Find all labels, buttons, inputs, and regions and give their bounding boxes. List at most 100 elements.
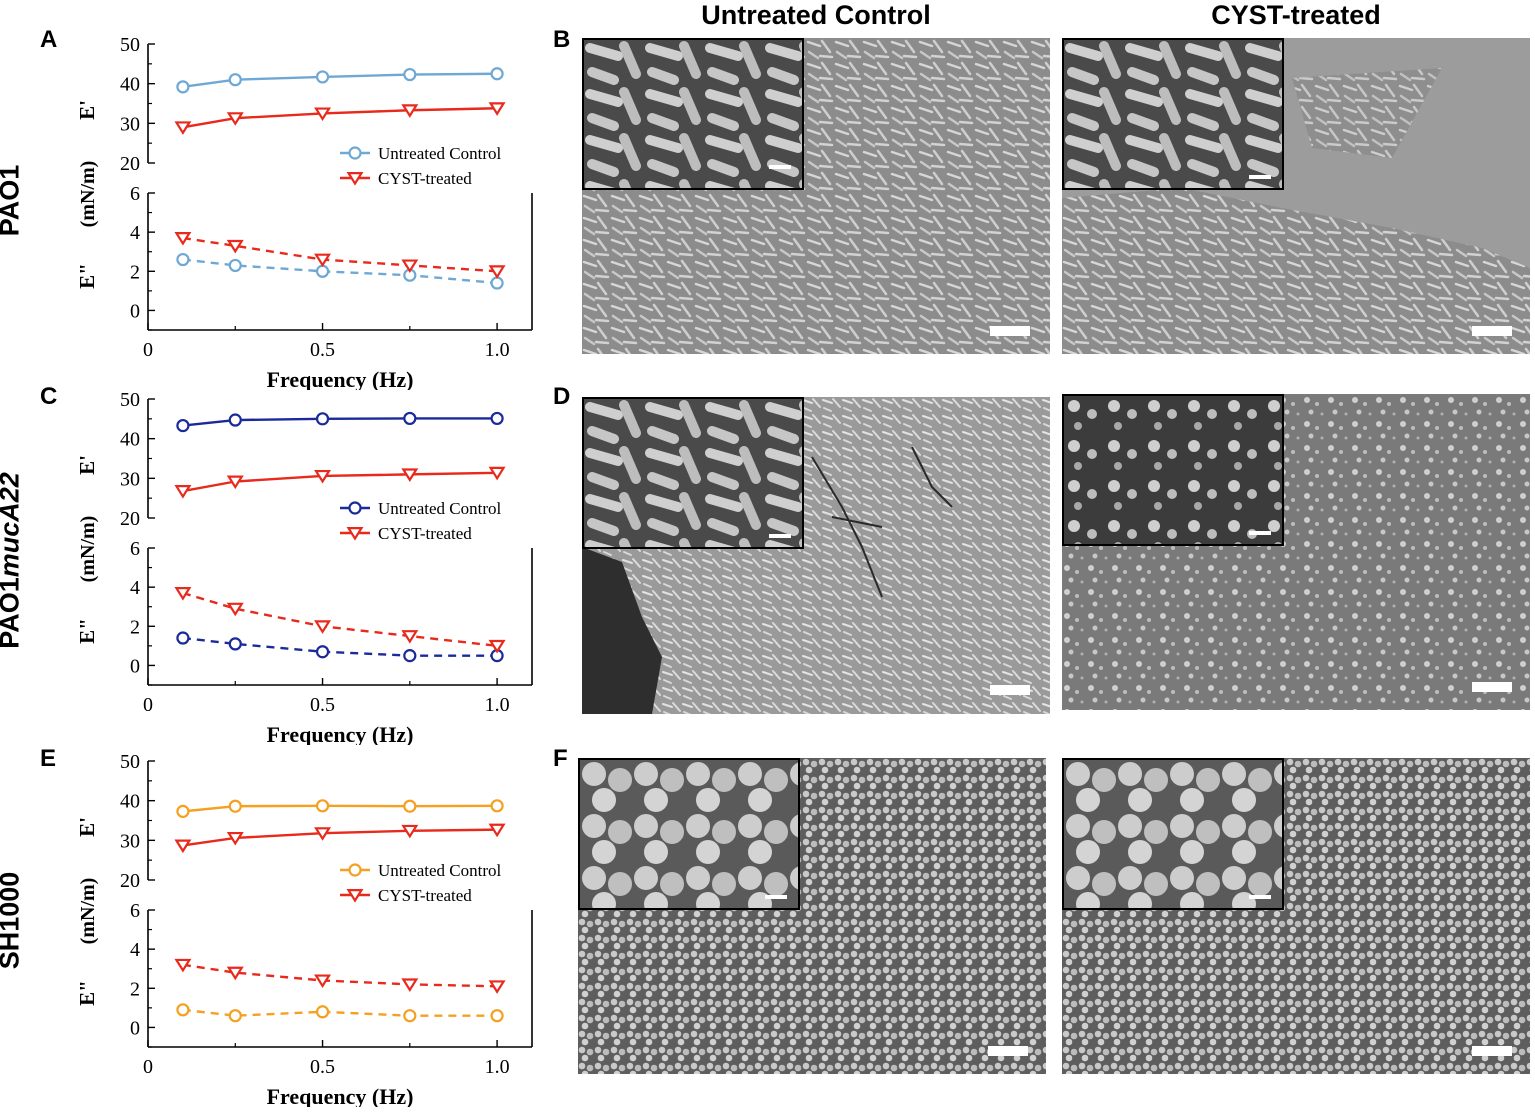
data-point <box>401 468 419 482</box>
scale-bar <box>1472 1046 1512 1056</box>
data-point <box>314 253 332 268</box>
chart-panel-a: 20 30 40 50 0 2 4 6 0 0.5 1.0 Frequency (Hz) E' (mN/m… <box>75 34 533 390</box>
data-point <box>403 67 417 82</box>
micrograph-inset <box>1062 394 1284 546</box>
data-point <box>488 265 506 279</box>
data-point <box>490 1009 504 1023</box>
data-point <box>488 102 506 116</box>
x-axis-label: Frequency (Hz) <box>267 722 414 745</box>
y-axis-label-upper: E' <box>75 817 99 837</box>
micrograph-inset <box>1062 38 1284 190</box>
data-point <box>174 958 192 973</box>
panel-letter-e: E <box>40 745 57 772</box>
data-point <box>228 73 242 87</box>
y-tick-label: 6 <box>130 538 140 560</box>
micrograph-b-untreated <box>582 38 1050 354</box>
x-tick-label: 1.0 <box>485 694 510 716</box>
y-tick-label: 50 <box>120 34 140 56</box>
row-label-pao1: PAO1 <box>0 164 25 237</box>
row-label-pao1-muca22: PAO1mucA22 <box>0 472 25 649</box>
data-point <box>174 587 192 601</box>
data-point <box>174 232 192 246</box>
data-point <box>488 980 506 994</box>
y-tick-label: 4 <box>130 222 140 244</box>
legend-marker <box>346 172 364 186</box>
legend-label: Untreated Control <box>378 861 501 880</box>
column-header-untreated: Untreated Control <box>701 0 931 30</box>
legend-marker <box>348 146 362 160</box>
series-line <box>182 107 498 129</box>
inset-scale-bar <box>1249 895 1271 899</box>
y-axis-label-upper: E' <box>75 100 99 120</box>
inset-scale-bar <box>1249 175 1271 179</box>
x-axis-label: Frequency (Hz) <box>267 1084 414 1107</box>
y-tick-label: 20 <box>120 153 140 175</box>
series-line <box>182 591 498 648</box>
data-point <box>176 804 190 818</box>
data-point <box>315 70 330 84</box>
data-point <box>228 258 242 273</box>
legend-marker <box>348 501 362 515</box>
legend-marker <box>348 863 362 877</box>
data-point <box>315 264 330 278</box>
x-tick-label: 0 <box>143 339 153 361</box>
y-axis-label-lower: E" <box>75 618 99 644</box>
panel-letter-d: D <box>553 383 571 410</box>
data-point <box>315 1005 330 1019</box>
inset-texture <box>584 40 802 188</box>
data-point <box>228 1009 242 1023</box>
y-axis-unit-label: (mN/m) <box>77 161 99 228</box>
x-tick-label: 0.5 <box>310 339 335 361</box>
y-tick-label: 40 <box>120 74 140 96</box>
micrograph-inset <box>582 38 804 190</box>
micrograph-inset <box>578 758 800 910</box>
x-tick-label: 0.5 <box>310 1056 335 1078</box>
legend-label: Untreated Control <box>378 144 501 163</box>
y-tick-label: 6 <box>130 900 140 922</box>
legend-label: CYST-treated <box>378 169 472 188</box>
inset-texture <box>1064 760 1282 908</box>
y-tick-label: 6 <box>130 183 140 205</box>
y-tick-label: 40 <box>120 791 140 813</box>
legend-marker <box>346 889 364 903</box>
data-point <box>403 799 417 813</box>
x-tick-label: 1.0 <box>485 339 510 361</box>
x-tick-label: 0 <box>143 694 153 716</box>
data-point <box>401 978 419 992</box>
data-point <box>488 639 506 654</box>
y-tick-label: 0 <box>130 1017 140 1039</box>
y-tick-label: 2 <box>130 261 140 283</box>
legend-label: CYST-treated <box>378 524 472 543</box>
inset-scale-bar <box>1249 531 1271 535</box>
y-tick-label: 4 <box>130 939 140 961</box>
chart-panel-c: 20 30 40 50 0 2 4 6 0 0.5 1.0 Frequency (Hz) E' (mN/m… <box>75 389 533 745</box>
scale-bar <box>1472 682 1512 692</box>
legend-label: CYST-treated <box>378 886 472 905</box>
data-point <box>314 827 332 841</box>
data-point <box>226 602 244 617</box>
inset-scale-bar <box>769 534 791 538</box>
data-point <box>176 631 190 645</box>
x-tick-label: 0.5 <box>310 694 335 716</box>
y-tick-label: 40 <box>120 429 140 451</box>
y-tick-label: 2 <box>130 616 140 638</box>
data-point <box>314 620 332 634</box>
data-point <box>226 831 244 846</box>
data-point <box>488 466 506 481</box>
data-point <box>403 1009 417 1023</box>
data-point <box>401 630 419 644</box>
panel-letter-c: C <box>40 383 58 410</box>
micrograph-b-cyst <box>1062 38 1530 354</box>
y-tick-label: 30 <box>120 830 140 852</box>
data-point <box>315 799 330 813</box>
data-point <box>401 104 419 118</box>
micrograph-d-untreated <box>582 397 1050 714</box>
y-tick-label: 0 <box>130 300 140 322</box>
data-point <box>226 966 244 981</box>
x-tick-label: 1.0 <box>485 1056 510 1078</box>
x-tick-label: 0 <box>143 1056 153 1078</box>
data-point <box>314 974 332 989</box>
data-point <box>490 799 504 813</box>
data-point <box>176 80 190 94</box>
data-point <box>226 112 244 126</box>
